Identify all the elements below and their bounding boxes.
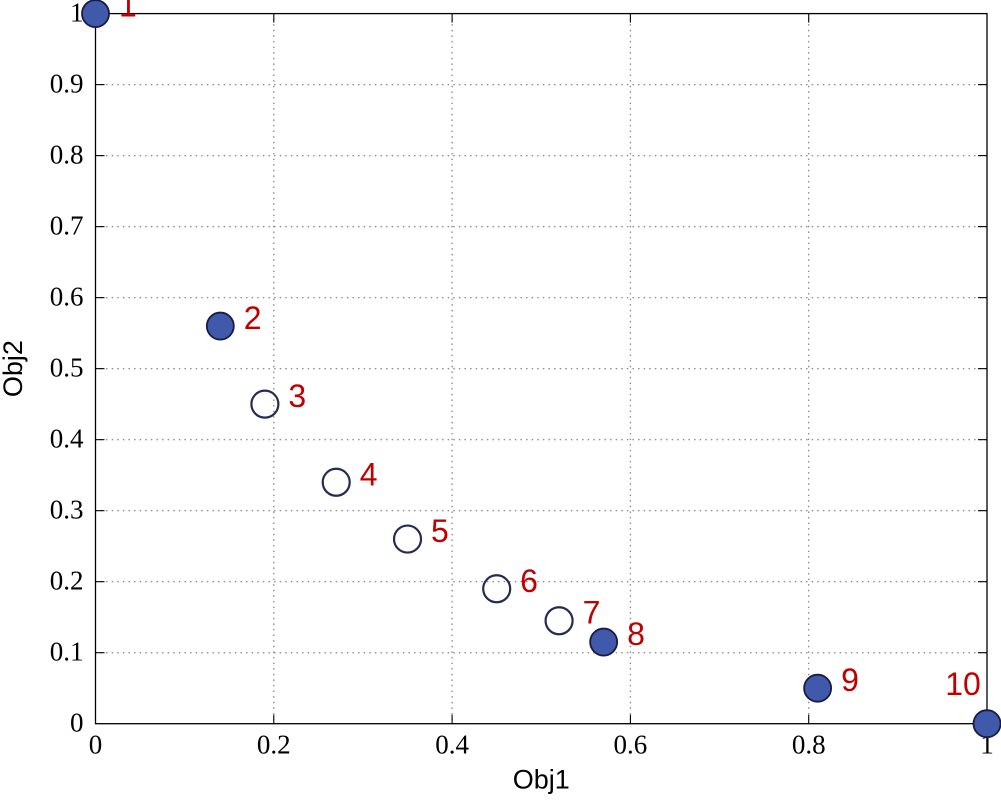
svg-text:Obj1: Obj1: [513, 765, 570, 795]
svg-text:4: 4: [360, 456, 378, 492]
svg-text:6: 6: [520, 563, 538, 599]
svg-text:9: 9: [841, 662, 859, 698]
svg-text:0.2: 0.2: [50, 566, 84, 596]
svg-text:1: 1: [119, 0, 137, 24]
svg-text:0.5: 0.5: [50, 353, 84, 383]
svg-text:10: 10: [945, 666, 981, 702]
svg-text:0.2: 0.2: [257, 730, 291, 760]
svg-text:0.9: 0.9: [50, 69, 84, 99]
svg-text:0: 0: [70, 708, 84, 738]
svg-text:0.7: 0.7: [50, 211, 84, 241]
svg-text:0.6: 0.6: [50, 282, 84, 312]
svg-text:0.1: 0.1: [50, 637, 84, 667]
svg-text:0.8: 0.8: [50, 140, 84, 170]
svg-text:0.4: 0.4: [50, 424, 84, 454]
svg-text:7: 7: [583, 595, 601, 631]
svg-text:0.6: 0.6: [614, 730, 648, 760]
svg-text:Obj2: Obj2: [0, 340, 28, 397]
svg-text:3: 3: [288, 378, 306, 414]
svg-text:0.8: 0.8: [792, 730, 826, 760]
svg-text:0.4: 0.4: [435, 730, 469, 760]
svg-text:8: 8: [627, 616, 645, 652]
svg-text:0.3: 0.3: [50, 495, 84, 525]
svg-text:2: 2: [244, 300, 262, 336]
svg-text:0: 0: [89, 730, 103, 760]
svg-text:5: 5: [431, 513, 449, 549]
